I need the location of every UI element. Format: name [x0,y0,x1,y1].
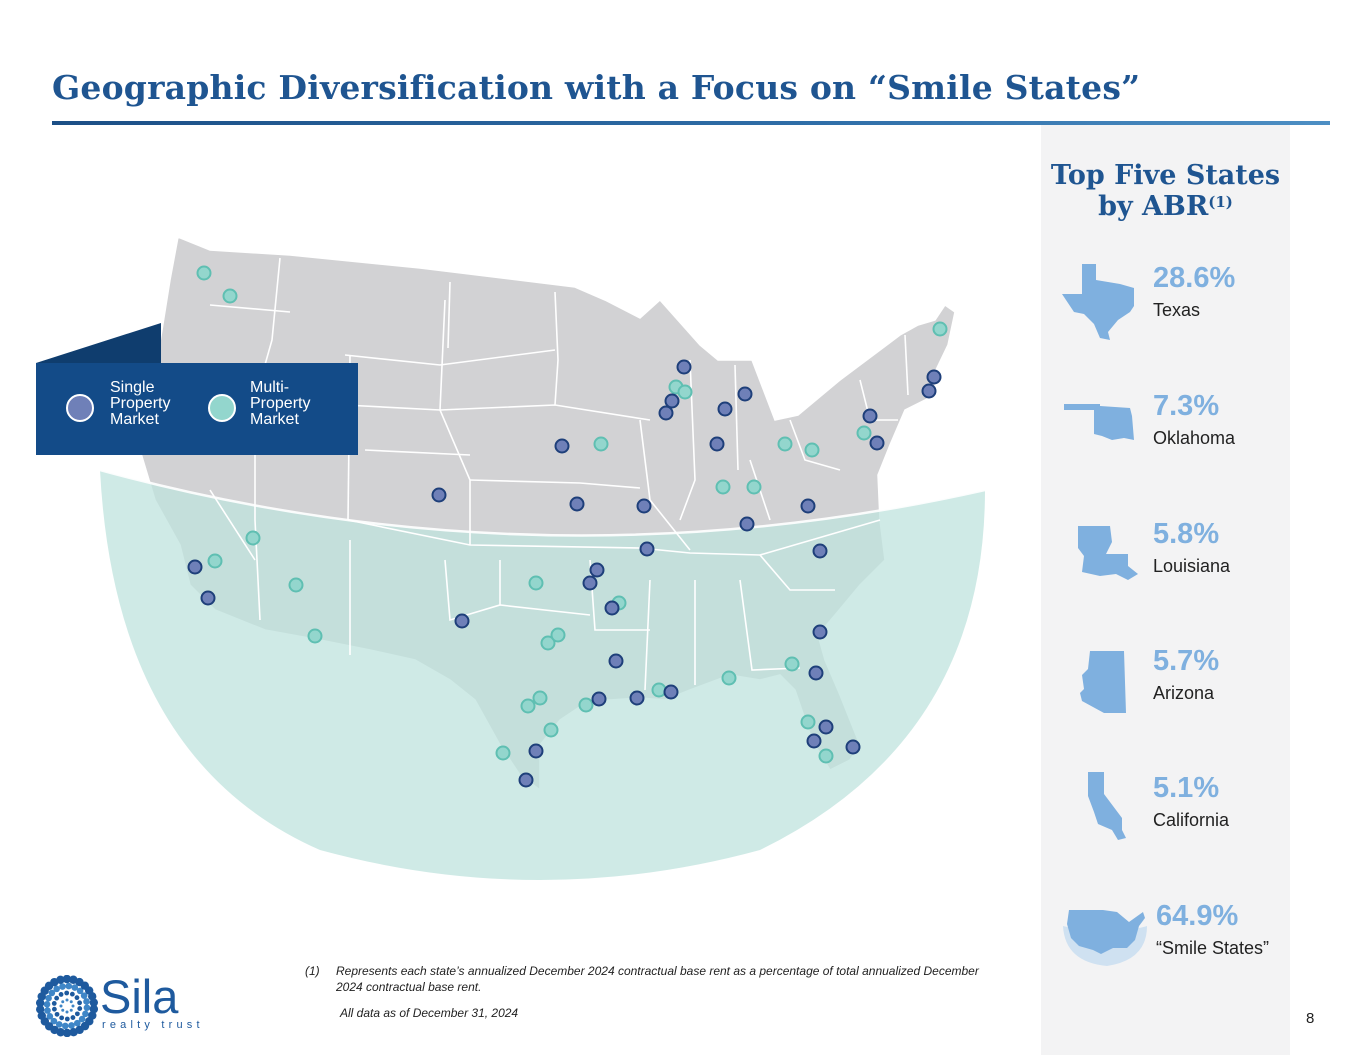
single-property-marker [663,684,679,700]
single-property-marker [926,369,942,385]
multi-property-marker [777,436,793,452]
single-property-marker [569,496,585,512]
single-property-marker [528,743,544,759]
stat-louisiana: 5.8% Louisiana [1060,518,1290,598]
page-number: 8 [1306,1010,1315,1027]
multi-property-marker [800,714,816,730]
single-property-marker [862,408,878,424]
multi-property-marker [818,748,834,764]
arizona-shape-icon [1080,651,1126,713]
us-map [99,235,986,880]
single-property-marker [676,359,692,375]
single-property-marker [639,541,655,557]
single-property-marker [582,575,598,591]
multi-property-marker [746,479,762,495]
single-property-marker [608,653,624,669]
single-property-marker-icon [66,394,94,422]
stat-smile-states: 64.9% “Smile States” [1058,900,1288,980]
multi-property-marker [495,745,511,761]
single-property-marker [629,690,645,706]
multi-property-marker [651,682,667,698]
legend-multi-label: Multi- Property Market [250,379,311,428]
multi-property-marker [677,384,693,400]
single-property-marker [845,739,861,755]
logo-wordmark: Sila [100,970,179,1023]
single-property-marker [921,383,937,399]
multi-property-marker [528,575,544,591]
multi-property-marker-icon [208,394,236,422]
multi-property-marker [715,479,731,495]
single-property-marker [431,487,447,503]
multi-property-marker [196,265,212,281]
single-property-marker [808,665,824,681]
multi-property-marker [550,627,566,643]
multi-property-marker [784,656,800,672]
us-smile-shape-icon [1063,910,1147,966]
multi-property-marker [721,670,737,686]
multi-property-marker [532,690,548,706]
multi-property-marker [856,425,872,441]
multi-property-marker [520,698,536,714]
multi-property-marker [307,628,323,644]
texas-shape-icon [1062,264,1134,340]
single-property-marker [737,386,753,402]
smile-region [100,470,985,880]
single-property-marker [812,543,828,559]
single-property-marker [812,624,828,640]
single-property-marker [636,498,652,514]
legend-tab [36,323,161,363]
single-property-marker [806,733,822,749]
logo-subtitle: realty trust [102,1019,204,1031]
single-property-marker [187,559,203,575]
single-property-marker [454,613,470,629]
multi-property-marker [207,553,223,569]
oklahoma-shape-icon [1064,404,1134,440]
single-property-marker [717,401,733,417]
single-property-marker [800,498,816,514]
single-property-marker [818,719,834,735]
page-title: Geographic Diversification with a Focus … [52,68,1141,107]
single-property-marker [518,772,534,788]
single-property-marker [554,438,570,454]
single-property-marker [589,562,605,578]
louisiana-shape-icon [1078,526,1138,580]
single-property-marker [869,435,885,451]
single-property-marker [709,436,725,452]
stat-texas: 28.6% Texas [1060,262,1290,342]
map-markers [187,265,948,788]
single-property-marker [591,691,607,707]
sila-logo-icon [36,975,98,1037]
single-property-marker [664,393,680,409]
single-property-marker [604,600,620,616]
as-of-date: All data as of December 31, 2024 [340,1006,519,1020]
multi-property-marker [245,530,261,546]
multi-property-marker [932,321,948,337]
map-legend: Single Property Market Multi- Property Marke… [36,363,358,455]
single-property-marker [658,405,674,421]
multi-property-marker [593,436,609,452]
california-shape-icon [1088,772,1126,840]
multi-property-marker [540,635,556,651]
multi-property-marker [543,722,559,738]
top-states-title: Top Five States by ABR(1) [1050,160,1281,222]
multi-property-marker [222,288,238,304]
multi-property-marker [288,577,304,593]
single-property-marker [739,516,755,532]
title-underline [52,121,1330,125]
multi-property-marker [804,442,820,458]
stat-oklahoma: 7.3% Oklahoma [1060,390,1290,470]
multi-property-marker [578,697,594,713]
single-property-marker [200,590,216,606]
legend-single-label: Single Property Market [110,379,171,428]
stat-california: 5.1% California [1060,772,1290,852]
stat-arizona: 5.7% Arizona [1060,645,1290,725]
